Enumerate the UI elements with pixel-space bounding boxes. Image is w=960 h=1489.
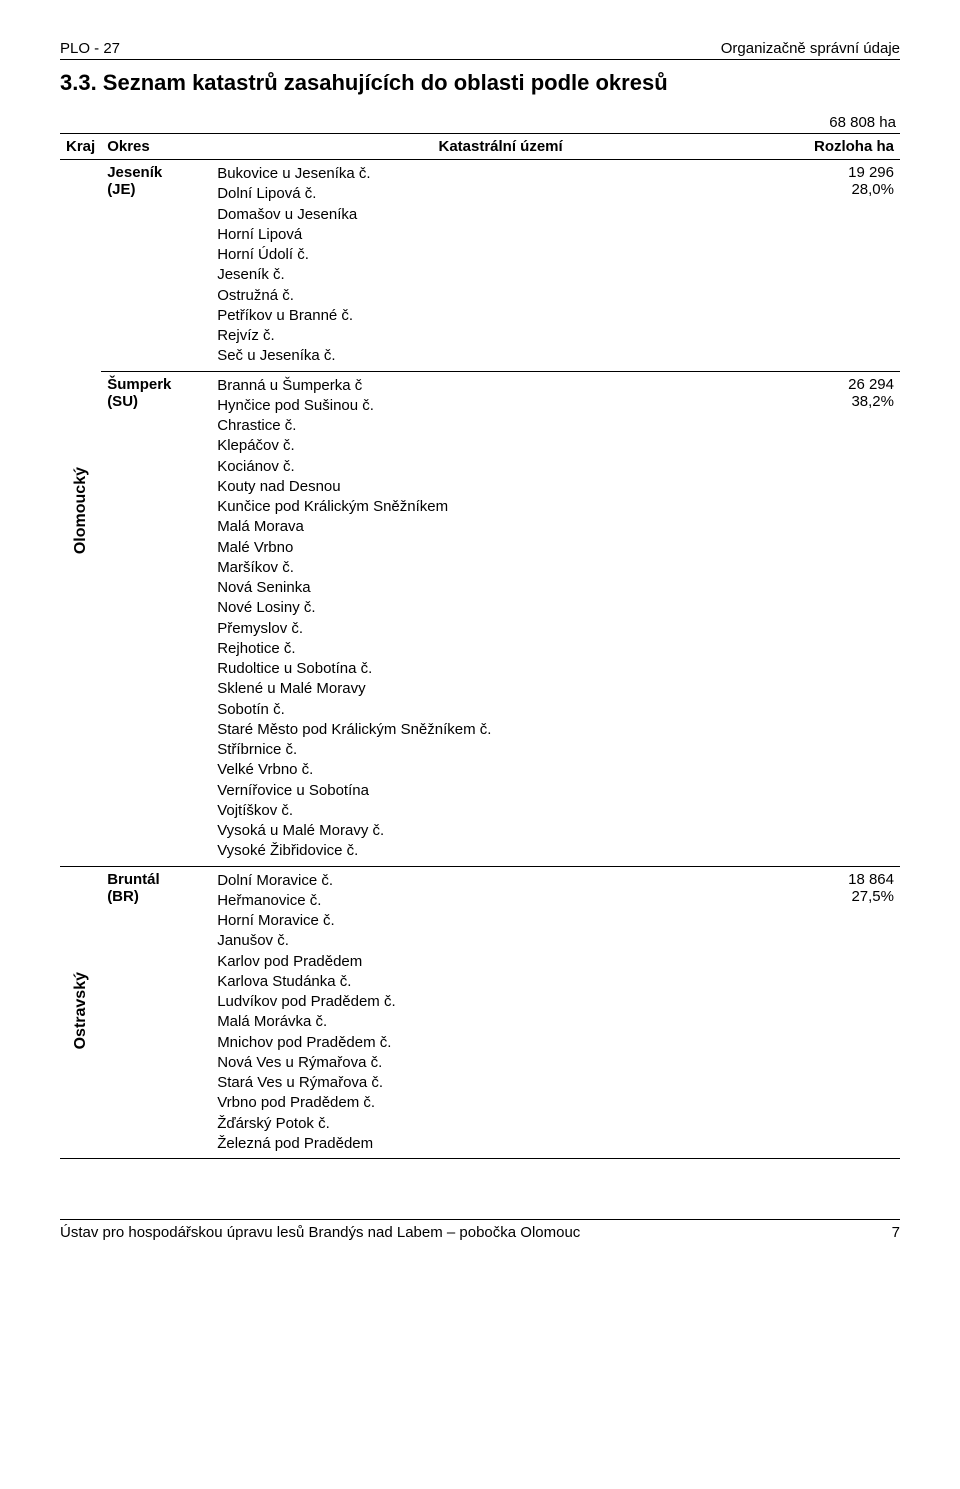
uzemi-item: Dolní Lipová č. [217, 184, 784, 204]
okres-cell: Šumperk(SU) [101, 371, 211, 866]
uzemi-item: Sklené u Malé Moravy [217, 679, 784, 699]
uzemi-item: Kunčice pod Králickým Sněžníkem [217, 497, 784, 517]
uzemi-item: Dolní Moravice č. [217, 871, 784, 891]
katastr-table: Kraj Okres Katastrální území Rozloha ha … [60, 133, 900, 1159]
rozloha-cell: 19 29628,0% [790, 160, 900, 372]
kraj-label: Olomoucký [72, 467, 90, 554]
uzemi-item: Nová Ves u Rýmařova č. [217, 1053, 784, 1073]
uzemi-item: Kociánov č. [217, 457, 784, 477]
uzemi-item: Chrastice č. [217, 416, 784, 436]
uzemi-item: Domašov u Jeseníka [217, 205, 784, 225]
uzemi-item: Heřmanovice č. [217, 891, 784, 911]
uzemi-item: Malá Morávka č. [217, 1012, 784, 1032]
uzemi-item: Stříbrnice č. [217, 740, 784, 760]
uzemi-item: Ostružná č. [217, 286, 784, 306]
uzemi-item: Hynčice pod Sušinou č. [217, 396, 784, 416]
uzemi-item: Vernířovice u Sobotína [217, 781, 784, 801]
okres-name: Šumperk [107, 376, 205, 393]
col-okres: Okres [101, 134, 211, 160]
okres-code: (BR) [107, 888, 205, 905]
uzemi-item: Vysoké Žibřidovice č. [217, 841, 784, 861]
total-ha: 68 808 ha [60, 114, 900, 131]
rozloha-cell: 18 86427,5% [790, 866, 900, 1159]
rozloha-cell: 26 29438,2% [790, 371, 900, 866]
uzemi-item: Klepáčov č. [217, 436, 784, 456]
uzemi-item: Janušov č. [217, 931, 784, 951]
rozloha-percent: 27,5% [796, 888, 894, 905]
table-row: OlomouckýJeseník(JE)Bukovice u Jeseníka … [60, 160, 900, 372]
uzemi-item: Stará Ves u Rýmařova č. [217, 1073, 784, 1093]
uzemi-item: Karlova Studánka č. [217, 972, 784, 992]
page-header: PLO - 27 Organizačně správní údaje [60, 40, 900, 60]
uzemi-cell: Dolní Moravice č.Heřmanovice č.Horní Mor… [211, 866, 790, 1159]
uzemi-item: Horní Lipová [217, 225, 784, 245]
uzemi-list: Branná u Šumperka čHynčice pod Sušinou č… [217, 376, 784, 862]
uzemi-cell: Bukovice u Jeseníka č.Dolní Lipová č.Dom… [211, 160, 790, 372]
uzemi-item: Vrbno pod Pradědem č. [217, 1093, 784, 1113]
kraj-cell: Ostravský [60, 866, 101, 1159]
rozloha-percent: 38,2% [796, 393, 894, 410]
uzemi-item: Rudoltice u Sobotína č. [217, 659, 784, 679]
okres-cell: Bruntál(BR) [101, 866, 211, 1159]
uzemi-item: Staré Město pod Králickým Sněžníkem č. [217, 720, 784, 740]
header-right: Organizačně správní údaje [721, 40, 900, 57]
table-row: Šumperk(SU)Branná u Šumperka čHynčice po… [60, 371, 900, 866]
rozloha-percent: 28,0% [796, 181, 894, 198]
uzemi-item: Kouty nad Desnou [217, 477, 784, 497]
uzemi-list: Bukovice u Jeseníka č.Dolní Lipová č.Dom… [217, 164, 784, 367]
uzemi-item: Malé Vrbno [217, 538, 784, 558]
uzemi-item: Bukovice u Jeseníka č. [217, 164, 784, 184]
uzemi-item: Železná pod Pradědem [217, 1134, 784, 1154]
uzemi-item: Přemyslov č. [217, 619, 784, 639]
kraj-label: Ostravský [72, 972, 90, 1049]
table-header-row: Kraj Okres Katastrální území Rozloha ha [60, 134, 900, 160]
uzemi-item: Jeseník č. [217, 265, 784, 285]
uzemi-item: Vysoká u Malé Moravy č. [217, 821, 784, 841]
okres-name: Bruntál [107, 871, 205, 888]
okres-cell: Jeseník(JE) [101, 160, 211, 372]
rozloha-value: 26 294 [796, 376, 894, 393]
uzemi-item: Horní Moravice č. [217, 911, 784, 931]
page-footer: Ústav pro hospodářskou úpravu lesů Brand… [60, 1219, 900, 1241]
uzemi-item: Vojtíškov č. [217, 801, 784, 821]
uzemi-item: Seč u Jeseníka č. [217, 346, 784, 366]
rozloha-value: 19 296 [796, 164, 894, 181]
table-row: OstravskýBruntál(BR)Dolní Moravice č.Heř… [60, 866, 900, 1159]
okres-code: (JE) [107, 181, 205, 198]
uzemi-item: Karlov pod Pradědem [217, 952, 784, 972]
uzemi-item: Petříkov u Branné č. [217, 306, 784, 326]
okres-name: Jeseník [107, 164, 205, 181]
section-title: 3.3. Seznam katastrů zasahujících do obl… [60, 70, 900, 96]
uzemi-item: Rejvíz č. [217, 326, 784, 346]
uzemi-item: Malá Morava [217, 517, 784, 537]
uzemi-list: Dolní Moravice č.Heřmanovice č.Horní Mor… [217, 871, 784, 1155]
kraj-cell: Olomoucký [60, 160, 101, 867]
uzemi-cell: Branná u Šumperka čHynčice pod Sušinou č… [211, 371, 790, 866]
uzemi-item: Branná u Šumperka č [217, 376, 784, 396]
uzemi-item: Velké Vrbno č. [217, 760, 784, 780]
rozloha-value: 18 864 [796, 871, 894, 888]
uzemi-item: Nové Losiny č. [217, 598, 784, 618]
col-kraj: Kraj [60, 134, 101, 160]
footer-page-number: 7 [892, 1224, 900, 1241]
uzemi-item: Žďárský Potok č. [217, 1114, 784, 1134]
footer-left: Ústav pro hospodářskou úpravu lesů Brand… [60, 1224, 580, 1241]
uzemi-item: Mnichov pod Pradědem č. [217, 1033, 784, 1053]
uzemi-item: Sobotín č. [217, 700, 784, 720]
okres-code: (SU) [107, 393, 205, 410]
header-left: PLO - 27 [60, 40, 120, 57]
uzemi-item: Ludvíkov pod Pradědem č. [217, 992, 784, 1012]
uzemi-item: Nová Seninka [217, 578, 784, 598]
col-uzemi: Katastrální území [211, 134, 790, 160]
uzemi-item: Maršíkov č. [217, 558, 784, 578]
uzemi-item: Rejhotice č. [217, 639, 784, 659]
uzemi-item: Horní Údolí č. [217, 245, 784, 265]
col-rozloha: Rozloha ha [790, 134, 900, 160]
